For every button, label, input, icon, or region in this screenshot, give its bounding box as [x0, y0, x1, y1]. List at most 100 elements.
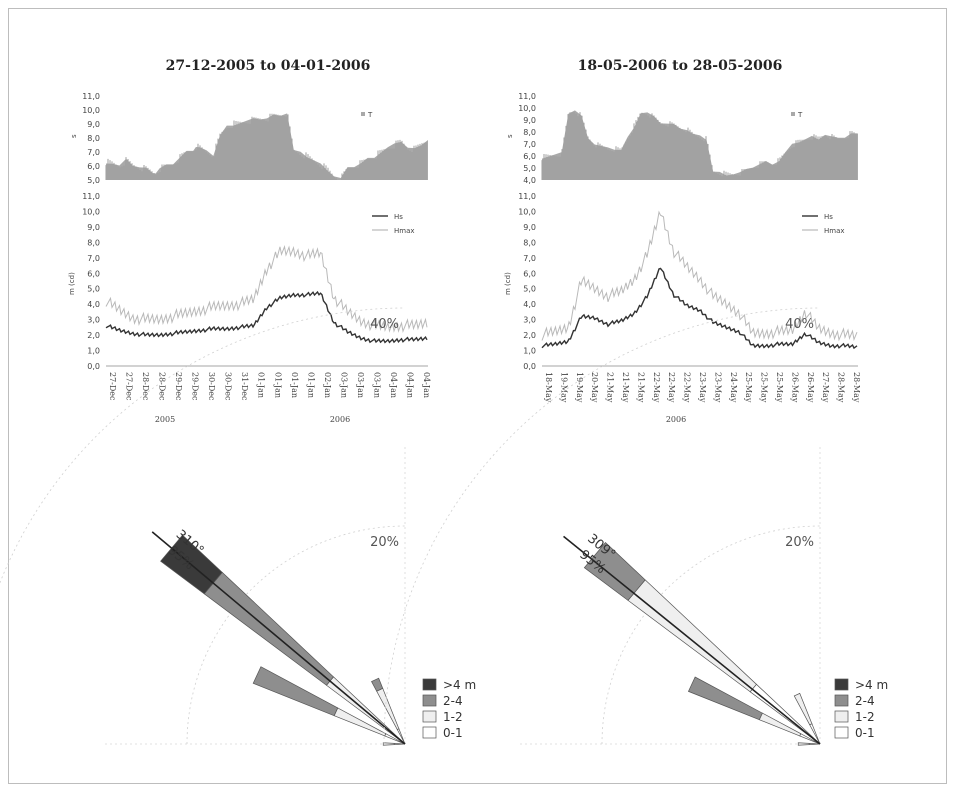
bottom-ytick-label: 6,0: [523, 269, 536, 278]
bottom-xtick-label: 25-May: [744, 372, 753, 403]
bottom-ytick-label: 0,0: [523, 362, 536, 371]
hmax-series-line: [541, 210, 858, 342]
top-ytick-label: 6,0: [87, 162, 100, 171]
bottom-xtick-label: 04-Jan: [405, 372, 414, 398]
rose-legend-swatch: [834, 678, 849, 691]
top-ytick-label: 10,0: [518, 104, 536, 113]
bottom-ytick-label: 8,0: [523, 238, 536, 247]
rose-ring-label: 40%: [785, 317, 814, 332]
top-ytick-label: 8,0: [523, 128, 536, 137]
rose-legend-label: 0-1: [855, 726, 875, 740]
rose-ring-label: 40%: [370, 317, 399, 332]
bottom-xtick-label: 03-Jan: [356, 372, 365, 398]
top-ytick-label: 7,0: [87, 148, 100, 157]
bottom-ytick-label: 6,0: [87, 269, 100, 278]
bottom-ytick-label: 11,0: [82, 192, 100, 201]
top-ytick-label: 7,0: [523, 140, 536, 149]
bottom-ytick-label: 9,0: [87, 223, 100, 232]
top-ytick-label: 10,0: [82, 106, 100, 115]
top-ytick-label: 5,0: [523, 164, 536, 173]
bottom-xtick-label: 23-May: [713, 372, 722, 403]
rose-legend-label: >4 m: [443, 678, 476, 692]
bottom-xtick-label: 25-May: [775, 372, 784, 403]
legend-hmax-label: Hmax: [394, 227, 415, 235]
bottom-xtick-label: 02-Jan: [323, 372, 332, 398]
bottom-ytick-label: 11,0: [518, 192, 536, 201]
top-ylabel: s: [506, 134, 514, 138]
bottom-ylabel: m (cd): [504, 272, 512, 295]
bottom-xtick-label: 21-May: [636, 372, 645, 403]
bottom-xtick-label: 03-Jan: [339, 372, 348, 398]
top-ylabel: s: [70, 134, 78, 138]
bottom-xtick-label: 22-May: [683, 372, 692, 403]
bottom-xtick-label: 21-May: [606, 372, 615, 403]
bottom-xtick-label: 26-May: [790, 372, 799, 403]
bottom-ytick-label: 5,0: [87, 285, 100, 294]
rose-mean-direction-line: [563, 535, 821, 745]
rose-legend-swatch: [422, 678, 437, 691]
bottom-xtick-label: 01-Jan: [290, 372, 299, 398]
rose-sector-bin: [382, 742, 395, 746]
top-ytick-label: 6,0: [523, 152, 536, 161]
bottom-xtick-label: 26-May: [806, 372, 815, 403]
bottom-ytick-label: 4,0: [523, 300, 536, 309]
bottom-xtick-label: 27-Dec: [125, 372, 134, 401]
rose-legend-swatch: [834, 710, 849, 723]
top-ytick-label: 11,0: [82, 92, 100, 101]
bottom-xtick-label: 30-Dec: [207, 372, 216, 401]
rose-ring: [601, 525, 821, 745]
bottom-xtick-label: 20-May: [590, 372, 599, 403]
bottom-xtick-label: 29-Dec: [191, 372, 200, 401]
bottom-xtick-label: 22-May: [667, 372, 676, 403]
bottom-xtick-label: 27-Dec: [108, 372, 117, 401]
legend-t-label: T: [367, 111, 373, 119]
bottom-ytick-label: 1,0: [87, 347, 100, 356]
bottom-xtick-label: 04-Jan: [389, 372, 398, 398]
top-ytick-label: 11,0: [518, 92, 536, 101]
left-panel-title: 27-12-2005 to 04-01-2006: [165, 58, 371, 74]
bottom-xtick-label: 01-Jan: [306, 372, 315, 398]
bottom-xtick-label: 21-May: [621, 372, 630, 403]
rose-legend-label: >4 m: [855, 678, 888, 692]
bottom-ytick-label: 9,0: [523, 223, 536, 232]
rose-ring: [0, 307, 406, 584]
year-label: 2005: [155, 415, 175, 424]
rose-legend-swatch: [422, 694, 437, 707]
bottom-xtick-label: 28-May: [837, 372, 846, 403]
legend-hs-label: Hs: [394, 213, 403, 221]
rose-sector-bin: [583, 542, 646, 601]
bottom-ytick-label: 7,0: [523, 254, 536, 263]
bottom-xtick-label: 01-Jan: [257, 372, 266, 398]
rose-ring: [186, 525, 406, 745]
rose-legend-label: 0-1: [443, 726, 463, 740]
year-label: 2006: [330, 415, 350, 424]
bottom-ytick-label: 8,0: [87, 238, 100, 247]
bottom-xtick-label: 22-May: [652, 372, 661, 403]
hs-series-line: [105, 290, 428, 344]
bottom-ytick-label: 10,0: [518, 207, 536, 216]
rose-legend-label: 1-2: [443, 710, 463, 724]
rose-sector-bin: [627, 579, 757, 693]
bottom-xtick-label: 29-Dec: [174, 372, 183, 401]
rose-sector-bin: [371, 677, 384, 692]
hmax-series-line: [105, 244, 428, 334]
bottom-xtick-label: 04-Jan: [422, 372, 431, 398]
bottom-xtick-label: 19-May: [559, 372, 568, 403]
bottom-ylabel: m (cd): [68, 272, 76, 295]
legend-hs-label: Hs: [824, 213, 833, 221]
top-ytick-label: 8,0: [87, 134, 100, 143]
rose-ring-label: 20%: [370, 535, 399, 550]
bottom-xtick-label: 28-Dec: [141, 372, 150, 401]
bottom-xtick-label: 01-Jan: [273, 372, 282, 398]
rose-sector-bin: [252, 666, 339, 717]
bottom-xtick-label: 30-Dec: [224, 372, 233, 401]
rose-ring-label: 20%: [785, 535, 814, 550]
bottom-xtick-label: 23-May: [698, 372, 707, 403]
legend-t-swatch: [791, 112, 795, 116]
legend-hmax-label: Hmax: [824, 227, 845, 235]
bottom-ytick-label: 10,0: [82, 207, 100, 216]
bottom-ytick-label: 5,0: [523, 285, 536, 294]
rose-sector-bin: [687, 676, 763, 721]
top-ytick-label: 9,0: [87, 120, 100, 129]
